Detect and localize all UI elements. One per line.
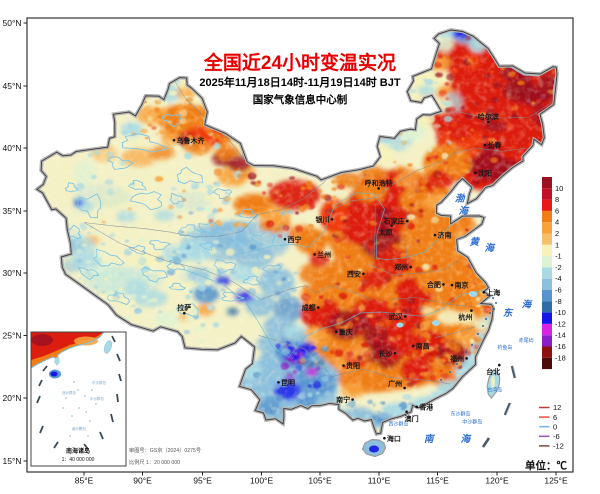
svg-text:-10: -10 (555, 308, 566, 317)
svg-text:-6: -6 (555, 286, 562, 295)
svg-text:成都: 成都 (302, 303, 316, 312)
svg-text:黄: 黄 (469, 236, 480, 248)
svg-text:4: 4 (555, 218, 559, 227)
svg-text:105°E: 105°E (308, 476, 332, 486)
svg-text:1：40 000 000: 1：40 000 000 (62, 457, 95, 463)
svg-text:10: 10 (555, 184, 563, 193)
svg-text:沈阳: 沈阳 (478, 168, 492, 177)
svg-text:20°N: 20°N (3, 393, 22, 403)
svg-text:长沙: 长沙 (379, 349, 393, 358)
svg-text:昆明: 昆明 (281, 378, 295, 387)
svg-text:-2: -2 (555, 263, 562, 272)
svg-text:郑州: 郑州 (394, 263, 408, 272)
svg-text:海: 海 (461, 433, 472, 445)
svg-text:2: 2 (555, 229, 559, 238)
svg-text:6: 6 (555, 206, 559, 215)
svg-text:南沙群岛: 南沙群岛 (72, 426, 86, 431)
svg-text:台湾岛: 台湾岛 (487, 387, 502, 394)
svg-text:兰州: 兰州 (317, 250, 331, 259)
svg-text:110°E: 110°E (368, 476, 391, 486)
svg-text:乌鲁木齐: 乌鲁木齐 (177, 136, 206, 145)
svg-text:单位：℃: 单位：℃ (525, 459, 567, 472)
svg-text:审图号：GS京（2024）0275号: 审图号：GS京（2024）0275号 (129, 446, 201, 454)
svg-text:西沙群岛: 西沙群岛 (388, 421, 408, 428)
svg-text:渤: 渤 (455, 192, 466, 204)
svg-text:8: 8 (555, 195, 559, 204)
svg-text:120°E: 120°E (485, 476, 509, 486)
svg-text:中沙群岛: 中沙群岛 (90, 396, 104, 401)
svg-text:45°N: 45°N (3, 81, 22, 91)
svg-text:海: 海 (522, 299, 533, 311)
svg-text:海: 海 (459, 205, 470, 217)
svg-text:福州: 福州 (449, 354, 464, 363)
svg-text:-12: -12 (553, 442, 564, 451)
svg-text:澳门: 澳门 (405, 414, 419, 423)
svg-text:东沙群岛: 东沙群岛 (92, 380, 106, 385)
svg-text:6: 6 (553, 413, 557, 422)
svg-text:武汉: 武汉 (389, 312, 404, 321)
svg-text:呼和浩特: 呼和浩特 (365, 178, 393, 187)
svg-text:100°E: 100°E (250, 476, 274, 486)
svg-text:15°N: 15°N (3, 456, 22, 466)
svg-text:85°E: 85°E (75, 476, 94, 486)
svg-text:-12: -12 (555, 319, 566, 328)
svg-text:25°N: 25°N (3, 330, 22, 340)
svg-text:合肥: 合肥 (426, 280, 441, 289)
svg-text:115°E: 115°E (426, 476, 449, 486)
svg-text:-14: -14 (555, 331, 566, 340)
svg-text:哈尔滨: 哈尔滨 (478, 112, 499, 121)
svg-text:0: 0 (553, 422, 557, 431)
svg-text:南昌: 南昌 (416, 342, 430, 351)
svg-text:-1: -1 (555, 252, 562, 261)
svg-text:95°E: 95°E (193, 476, 212, 486)
svg-text:重庆: 重庆 (339, 327, 353, 336)
svg-text:长春: 长春 (487, 141, 502, 150)
svg-text:-16: -16 (555, 342, 566, 351)
svg-text:贵阳: 贵阳 (346, 361, 360, 370)
svg-text:125°E: 125°E (544, 476, 568, 486)
svg-text:西宁: 西宁 (288, 235, 302, 244)
svg-text:30°N: 30°N (3, 268, 22, 278)
svg-text:拉萨: 拉萨 (177, 303, 191, 312)
svg-text:12: 12 (553, 403, 561, 412)
svg-text:东沙群岛: 东沙群岛 (450, 410, 470, 417)
svg-text:西沙群岛: 西沙群岛 (62, 390, 76, 395)
svg-text:-4: -4 (555, 274, 562, 283)
svg-text:杭州: 杭州 (458, 313, 472, 322)
svg-text:南海诸岛: 南海诸岛 (66, 447, 90, 455)
svg-text:40°N: 40°N (3, 143, 22, 153)
svg-text:35°N: 35°N (3, 206, 22, 216)
svg-text:中沙群岛: 中沙群岛 (462, 418, 482, 425)
svg-text:50°N: 50°N (3, 18, 22, 28)
svg-text:1: 1 (555, 240, 559, 249)
svg-text:济南: 济南 (438, 231, 452, 240)
svg-text:西安: 西安 (347, 269, 361, 278)
svg-text:钓鱼岛: 钓鱼岛 (497, 344, 512, 351)
svg-text:广州: 广州 (388, 379, 402, 388)
svg-text:台北: 台北 (486, 367, 500, 376)
svg-text:海口: 海口 (387, 434, 401, 443)
svg-text:香港: 香港 (418, 403, 434, 412)
svg-text:-8: -8 (555, 297, 562, 306)
svg-text:东: 东 (503, 307, 514, 319)
svg-text:-6: -6 (553, 432, 560, 441)
svg-text:太原: 太原 (379, 228, 393, 237)
svg-text:南: 南 (424, 433, 435, 445)
svg-text:赤尾屿: 赤尾屿 (519, 337, 534, 344)
svg-text:-18: -18 (555, 353, 566, 362)
svg-text:上海: 上海 (486, 288, 500, 297)
svg-text:南宁: 南宁 (336, 395, 350, 404)
svg-text:比例尺 1：20 000 000: 比例尺 1：20 000 000 (129, 458, 180, 466)
svg-text:海: 海 (484, 242, 495, 254)
svg-text:银川: 银川 (316, 215, 330, 224)
svg-text:石家庄: 石家庄 (383, 217, 405, 226)
svg-text:南京: 南京 (455, 281, 469, 290)
svg-text:90°E: 90°E (133, 476, 152, 486)
